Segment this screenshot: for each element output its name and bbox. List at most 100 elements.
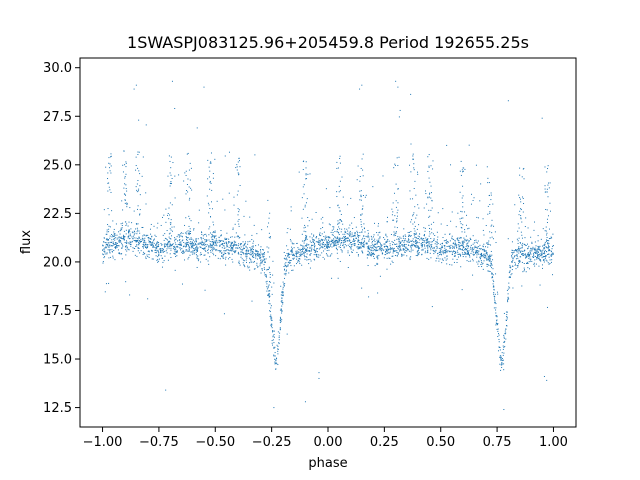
data-point xyxy=(396,238,398,240)
data-point xyxy=(193,248,195,250)
data-point xyxy=(537,250,539,252)
data-point xyxy=(211,249,213,251)
data-point xyxy=(180,241,182,243)
data-point xyxy=(311,218,313,220)
data-point xyxy=(485,242,487,244)
data-point xyxy=(541,251,543,253)
data-point xyxy=(263,267,265,269)
data-point xyxy=(507,100,509,102)
data-point xyxy=(526,263,528,264)
data-point xyxy=(189,218,191,220)
data-point xyxy=(365,194,367,196)
data-point xyxy=(415,255,417,257)
data-point xyxy=(471,193,473,195)
data-point xyxy=(203,248,205,250)
data-point xyxy=(537,246,539,248)
data-point xyxy=(469,255,471,257)
data-point xyxy=(139,209,141,211)
data-point xyxy=(411,244,413,246)
data-point xyxy=(311,245,313,247)
data-point xyxy=(401,254,403,256)
data-point xyxy=(344,235,346,237)
data-point xyxy=(384,238,386,240)
data-point xyxy=(503,363,505,365)
y-tick-label: 17.5 xyxy=(43,304,72,319)
data-point xyxy=(447,241,449,243)
data-point xyxy=(303,251,305,253)
data-point xyxy=(526,262,528,264)
data-point xyxy=(481,263,483,265)
data-point xyxy=(335,239,337,241)
data-point xyxy=(530,236,532,238)
data-point xyxy=(368,254,370,256)
data-point xyxy=(374,249,376,251)
data-point xyxy=(285,258,287,260)
data-point xyxy=(335,236,337,238)
data-point xyxy=(482,262,484,264)
data-point xyxy=(272,260,274,262)
data-point xyxy=(271,286,273,288)
data-point xyxy=(313,234,315,236)
data-point xyxy=(136,233,138,235)
data-point xyxy=(259,257,261,259)
data-point xyxy=(548,249,550,251)
data-point xyxy=(116,246,118,248)
data-point xyxy=(218,241,220,243)
data-point xyxy=(125,221,127,223)
data-point xyxy=(169,182,171,184)
data-point xyxy=(167,243,169,245)
data-point xyxy=(175,252,177,254)
data-point xyxy=(342,237,344,239)
data-point xyxy=(518,252,520,254)
data-point xyxy=(303,240,305,242)
data-point xyxy=(483,248,485,250)
data-point xyxy=(129,238,131,240)
data-point xyxy=(235,167,237,169)
data-point xyxy=(524,226,526,228)
data-point xyxy=(301,240,303,242)
data-point xyxy=(246,261,247,263)
data-point xyxy=(273,346,275,348)
data-point xyxy=(286,257,288,259)
data-point xyxy=(522,253,524,255)
data-point xyxy=(247,250,249,252)
data-point xyxy=(221,240,223,242)
data-point xyxy=(327,242,329,243)
data-point xyxy=(529,255,531,257)
data-point xyxy=(312,245,314,247)
data-point xyxy=(388,249,390,251)
data-point xyxy=(156,247,158,249)
data-point xyxy=(439,254,441,256)
data-point xyxy=(469,237,471,239)
data-point xyxy=(295,252,297,254)
data-point xyxy=(336,231,338,233)
data-point xyxy=(464,229,466,231)
data-point xyxy=(520,208,522,210)
x-tick-label: 0.75 xyxy=(483,435,512,450)
data-point xyxy=(546,236,548,238)
data-point xyxy=(537,254,539,256)
data-point xyxy=(510,274,512,276)
data-point xyxy=(196,244,198,246)
data-point xyxy=(165,221,167,223)
data-point xyxy=(170,183,172,185)
data-point xyxy=(482,229,484,231)
data-point xyxy=(543,261,545,263)
data-point xyxy=(533,251,535,253)
data-point xyxy=(360,196,362,198)
data-point xyxy=(512,257,514,259)
data-point xyxy=(268,290,270,292)
data-point xyxy=(326,247,328,249)
data-point xyxy=(342,244,344,246)
data-point xyxy=(250,248,252,250)
data-point xyxy=(333,244,335,246)
data-point xyxy=(254,268,256,270)
data-point xyxy=(410,221,412,223)
data-point xyxy=(488,260,490,262)
data-point xyxy=(357,235,359,237)
data-point xyxy=(457,239,459,241)
data-point xyxy=(529,251,531,253)
data-point xyxy=(409,231,411,233)
data-point xyxy=(222,254,224,256)
data-point xyxy=(237,220,239,222)
